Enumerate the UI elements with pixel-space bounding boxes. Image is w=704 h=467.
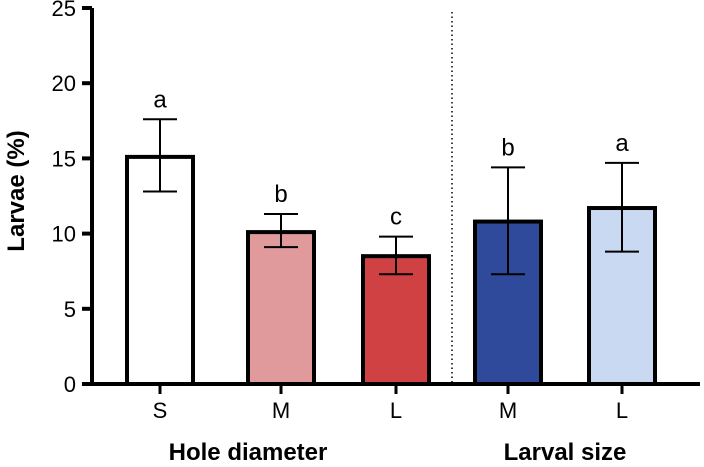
group-label-2: Larval size [504,439,627,466]
y-tick-label-10: 10 [52,222,76,247]
significance-label-1: a [153,86,167,113]
significance-label-3: c [390,204,402,231]
significance-label-2: b [274,181,287,208]
x-tick-label-4: M [499,398,517,423]
x-tick-label-5: L [616,398,628,423]
y-tick-label-0: 0 [64,372,76,397]
x-tick-label-2: M [272,398,290,423]
y-axis-label: Larvae (%) [3,130,30,251]
bar-2 [246,230,316,386]
significance-label-4: b [501,134,514,161]
x-tick-label-3: L [390,398,402,423]
bar-3 [361,254,431,386]
x-tick-label-1: S [153,398,168,423]
y-tick-label-5: 5 [64,297,76,322]
y-tick-label-20: 20 [52,71,76,96]
group-label-1: Hole diameter [169,439,328,466]
y-tick-label-15: 15 [52,146,76,171]
y-tick-label-25: 25 [52,0,76,21]
significance-label-5: a [615,130,629,157]
